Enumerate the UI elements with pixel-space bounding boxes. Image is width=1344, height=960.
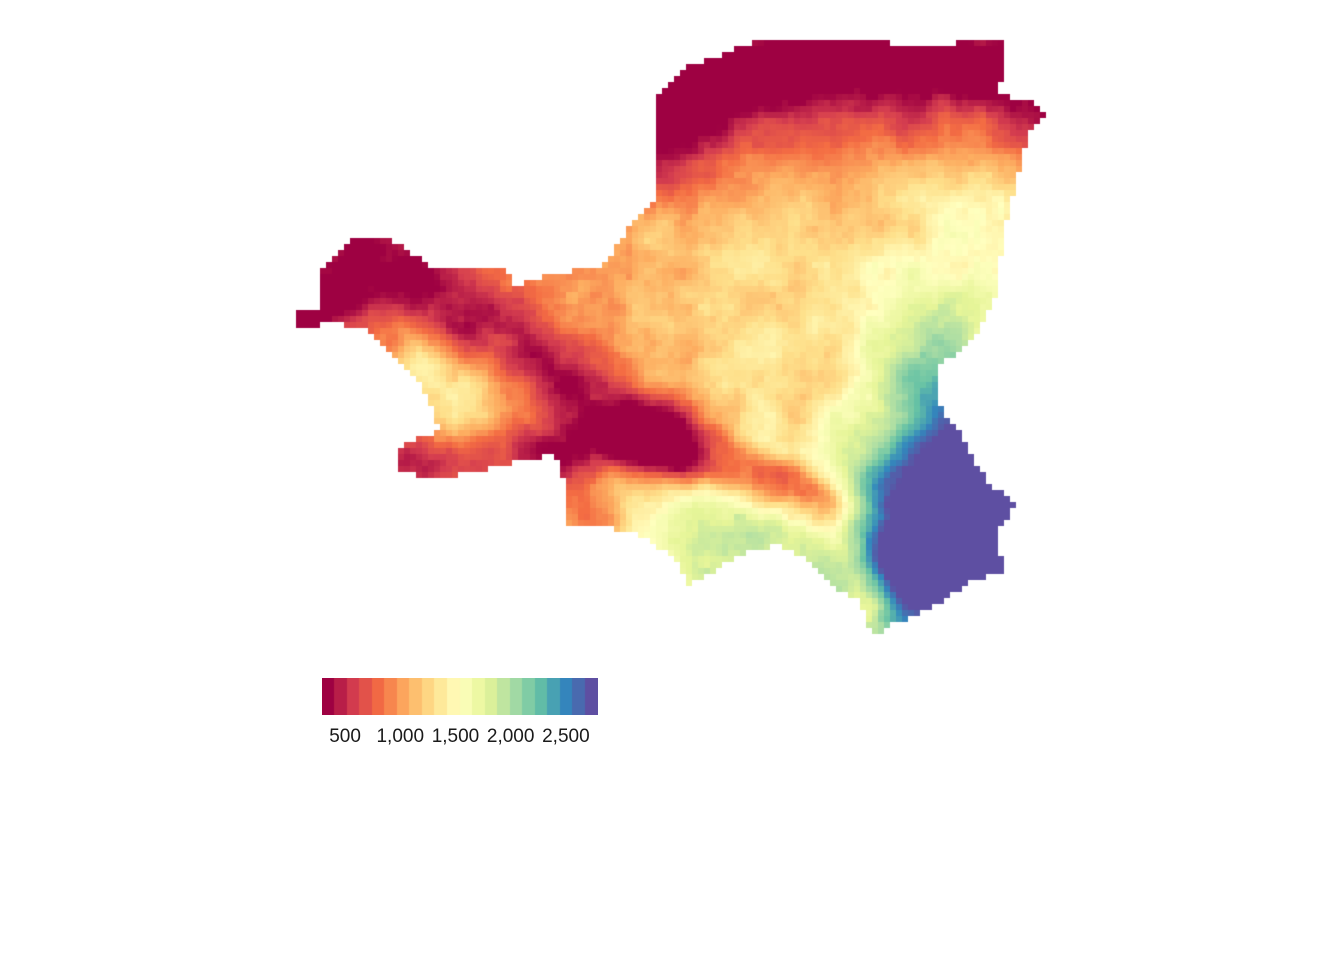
legend-tick-label: 1,500 <box>431 726 480 747</box>
legend-tick-label: 500 <box>329 726 361 747</box>
legend-tick-label: 2,500 <box>542 726 590 747</box>
legend-tick-label: 1,000 <box>376 726 425 747</box>
legend-tick-label: 2,000 <box>486 726 535 747</box>
legend-color-bar <box>322 678 598 715</box>
